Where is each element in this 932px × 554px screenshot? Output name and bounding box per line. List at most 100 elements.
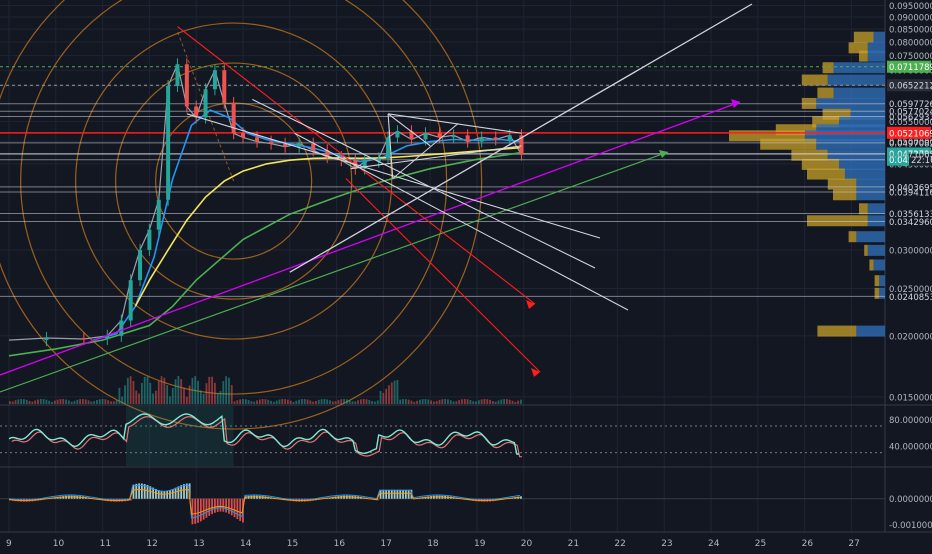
macd-hist-bar — [520, 496, 522, 498]
macd-hist-bar — [192, 499, 194, 525]
volume-bar — [104, 399, 106, 404]
candle-body — [480, 137, 484, 141]
osc-tick-label: 80.00000000 — [889, 416, 932, 426]
volume-bar — [23, 399, 25, 404]
x-tick-label: 13 — [193, 539, 204, 549]
volume-bar — [360, 399, 362, 404]
volume-bar — [380, 391, 382, 404]
volume-bar — [509, 400, 511, 404]
macd-hist-bar — [197, 499, 199, 523]
volume-bar — [96, 400, 98, 404]
volume-bar — [267, 400, 269, 404]
volume-bar — [20, 399, 22, 404]
volume-bar — [290, 401, 292, 404]
candle-body — [395, 131, 399, 137]
volume-bar — [186, 397, 188, 404]
macd-hist-bar — [163, 491, 165, 499]
volume-bar — [62, 399, 64, 404]
volume-bar — [40, 399, 42, 404]
volume-bar — [332, 401, 334, 404]
candle-body — [424, 133, 428, 139]
volume-bar — [203, 394, 205, 404]
volume-bar — [65, 400, 67, 404]
candle-body — [494, 137, 498, 139]
vp-down-bar — [833, 189, 856, 200]
volume-bar — [453, 401, 455, 404]
volume-bar — [68, 401, 70, 404]
volume-bar — [413, 402, 415, 404]
volume-bar — [357, 400, 359, 404]
volume-bar — [279, 400, 281, 404]
volume-bar — [248, 400, 250, 404]
volume-bar — [29, 401, 31, 404]
candle-body — [166, 86, 170, 200]
volume-bar — [419, 400, 421, 404]
x-tick-label: 20 — [521, 539, 533, 549]
macd-hist-bar — [166, 491, 168, 499]
volume-bar — [315, 401, 317, 404]
candle-body — [466, 135, 470, 141]
y-tick-label: 0.09500000 — [889, 2, 932, 12]
candle-body — [222, 70, 226, 103]
vp-up-bar — [879, 288, 885, 299]
macd-hist-bar — [135, 484, 137, 499]
volume-bar — [338, 400, 340, 404]
volume-bar — [481, 399, 483, 404]
vp-down-bar — [859, 51, 868, 62]
volume-bar — [121, 397, 123, 404]
volume-bar — [200, 390, 202, 404]
volume-bar — [512, 401, 514, 404]
candle-body — [175, 64, 179, 86]
vp-up-bar — [834, 88, 885, 99]
volume-bar — [17, 399, 19, 404]
volume-bar — [391, 382, 393, 404]
volume-bar — [82, 399, 84, 404]
x-tick-label: 19 — [474, 539, 486, 549]
candle-body — [241, 133, 245, 137]
volume-bar — [422, 399, 424, 404]
macd-hist-bar — [225, 499, 227, 513]
volume-bar — [520, 400, 522, 404]
volume-bar — [377, 400, 379, 404]
volume-bar — [500, 400, 502, 404]
volume-bar — [343, 399, 345, 404]
volume-bar — [349, 400, 351, 404]
vp-up-bar — [874, 32, 885, 43]
volume-bar — [304, 399, 306, 404]
volume-bar — [444, 399, 446, 404]
volume-bar — [51, 402, 53, 404]
volume-bar — [425, 399, 427, 404]
volume-bar — [489, 400, 491, 404]
volume-bar — [15, 400, 17, 404]
macd-hist-bar — [217, 499, 219, 512]
volume-bar — [284, 399, 286, 404]
volume-bar — [189, 385, 191, 404]
vp-down-bar — [817, 88, 833, 99]
x-tick-label: 16 — [334, 539, 346, 549]
volume-bar — [427, 400, 429, 404]
macd-hist-bar — [180, 485, 182, 499]
volume-bar — [326, 399, 328, 404]
volume-bar — [478, 400, 480, 404]
volume-bar — [498, 400, 500, 404]
volume-bar — [312, 402, 314, 404]
volume-bar — [211, 377, 213, 404]
x-tick-label: 9 — [6, 539, 12, 549]
volume-bar — [60, 399, 62, 404]
volume-bar — [197, 381, 199, 404]
vp-up-bar — [868, 203, 885, 214]
volume-bar — [461, 399, 463, 404]
price-level-label: 0.02408535 — [889, 293, 932, 303]
volume-bar — [135, 391, 137, 404]
volume-bar — [363, 399, 365, 404]
volume-bar — [371, 401, 373, 404]
volume-bar — [470, 400, 472, 404]
volume-bar — [149, 383, 151, 404]
volume-bar — [183, 388, 185, 404]
macd-hist-bar — [194, 499, 196, 524]
macd-hist-bar — [222, 499, 224, 512]
vp-down-bar — [807, 215, 868, 226]
candle-body — [311, 144, 315, 151]
